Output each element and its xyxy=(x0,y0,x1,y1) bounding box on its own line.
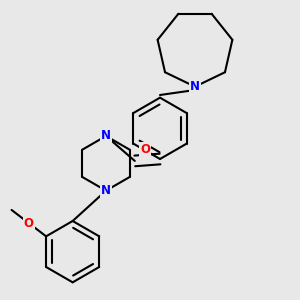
Text: N: N xyxy=(101,130,111,142)
Text: N: N xyxy=(101,184,111,197)
Text: N: N xyxy=(190,80,200,93)
Text: O: O xyxy=(140,143,150,156)
Text: O: O xyxy=(24,217,34,230)
